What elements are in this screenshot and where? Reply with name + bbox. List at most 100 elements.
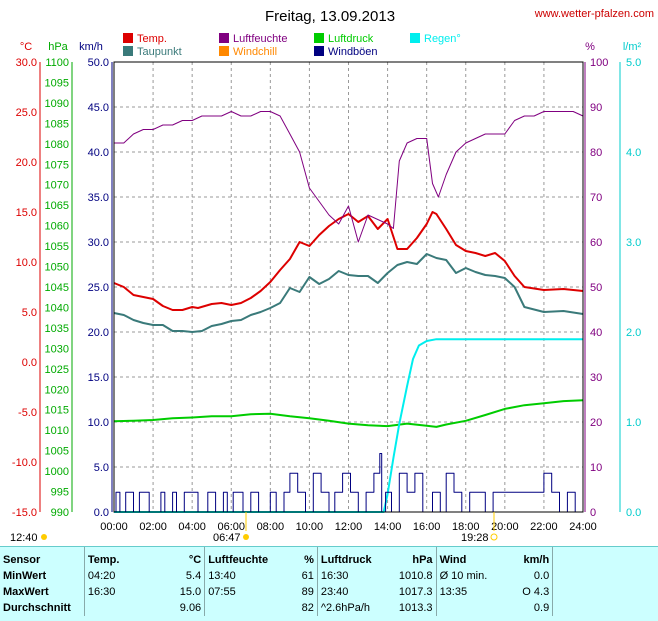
humidity-tick-label: 30 bbox=[590, 372, 602, 384]
x-tick-label: 18:00 bbox=[452, 521, 480, 533]
pressure-tick-label: 1040 bbox=[45, 302, 69, 314]
pressure-tick-label: 1095 bbox=[45, 77, 69, 89]
legend-swatch-luftdruck bbox=[314, 33, 324, 43]
humidity-time: 13:40 bbox=[204, 568, 282, 584]
series-line-luftdruck bbox=[113, 399, 584, 428]
header-wind: Wind bbox=[435, 547, 503, 568]
pressure-tick-label: 995 bbox=[51, 487, 69, 499]
x-tick-label: 08:00 bbox=[257, 521, 285, 533]
temp-tick-label: 15.0 bbox=[16, 207, 37, 219]
wind-tick-label: 30.0 bbox=[88, 237, 109, 249]
x-tick-label: 14:00 bbox=[374, 521, 402, 533]
pressure-tick-label: 1005 bbox=[45, 446, 69, 458]
table-row: Durchschnitt 9.06 82 ^2.6hPa/h 1013.3 0.… bbox=[0, 600, 658, 616]
legend-swatch-temp bbox=[123, 33, 133, 43]
header-sensor: Sensor bbox=[3, 554, 41, 566]
pressure-tick-label: 1015 bbox=[45, 405, 69, 417]
pressure-tick-label: 1070 bbox=[45, 180, 69, 192]
humidity-tick-label: 10 bbox=[590, 462, 602, 474]
x-tick-label: 02:00 bbox=[139, 521, 167, 533]
axes: 00:00 02:00 04:00 06:00 08:00 10:00 12:00 14:00… bbox=[12, 57, 641, 533]
wind-tick-label: 0.0 bbox=[94, 507, 109, 519]
wind-tick-label: 45.0 bbox=[88, 102, 109, 114]
wind-tick-label: 20.0 bbox=[88, 327, 109, 339]
rain-axis-unit: l/m² bbox=[623, 41, 642, 53]
pressure-tick-label: 1050 bbox=[45, 262, 69, 274]
pressure-tick-label: 1080 bbox=[45, 139, 69, 151]
pressure-tick-label: 1030 bbox=[45, 343, 69, 355]
rain-tick-label: 1.0 bbox=[626, 417, 641, 429]
header-humidity-unit: % bbox=[304, 554, 314, 566]
wind-value: O 4.3 bbox=[522, 586, 550, 598]
temp-tick-label: 5.0 bbox=[22, 307, 37, 319]
legend-swatch-windboeen bbox=[314, 46, 324, 56]
legend: Temp. Taupunkt Luftfeuchte Windchill Luf… bbox=[123, 33, 461, 58]
humidity-time bbox=[204, 600, 282, 616]
sunset-icon bbox=[490, 533, 498, 541]
table-row: MaxWert 16:30 15.0 07:55 89 23:40 1017.3… bbox=[0, 584, 658, 600]
chart-title: Freitag, 13.09.2013 bbox=[265, 8, 395, 25]
row-label: MinWert bbox=[3, 570, 47, 582]
humidity-tick-label: 100 bbox=[590, 57, 608, 69]
pressure-tick-label: 1055 bbox=[45, 241, 69, 253]
row-label: Durchschnitt bbox=[3, 602, 71, 614]
website-link[interactable]: www.wetter-pfalzen.com bbox=[534, 8, 654, 20]
temp-value: 9.06 bbox=[179, 602, 202, 614]
legend-swatch-taupunkt bbox=[123, 46, 133, 56]
pressure-tick-label: 1025 bbox=[45, 364, 69, 376]
pressure-value: 1010.8 bbox=[398, 570, 433, 582]
header-pressure: Luftdruck bbox=[316, 547, 390, 568]
legend-label-windboeen: Windböen bbox=[328, 46, 378, 58]
pressure-tick-label: 1010 bbox=[45, 425, 69, 437]
pressure-tick-label: 1085 bbox=[45, 118, 69, 130]
stats-panel: Sensor Temp. °C Luftfeuchte % Luftdruck … bbox=[0, 546, 658, 621]
humidity-time: 07:55 bbox=[204, 584, 282, 600]
legend-swatch-luftfeuchte bbox=[219, 33, 229, 43]
humidity-tick-label: 50 bbox=[590, 282, 602, 294]
series-line-regen bbox=[114, 338, 583, 513]
humidity-axis-unit: % bbox=[585, 41, 595, 53]
humidity-tick-label: 90 bbox=[590, 102, 602, 114]
legend-swatch-windchill bbox=[219, 46, 229, 56]
wind-value: 0.0 bbox=[533, 570, 550, 582]
temp-time: 16:30 bbox=[83, 584, 151, 600]
wind-tick-label: 40.0 bbox=[88, 147, 109, 159]
x-tick-label: 06:00 bbox=[217, 521, 245, 533]
series-line-taupunkt bbox=[113, 253, 584, 333]
wind-tick-label: 50.0 bbox=[88, 57, 109, 69]
wind-tick-label: 25.0 bbox=[88, 282, 109, 294]
legend-label-luftdruck: Luftdruck bbox=[328, 33, 374, 45]
temp-time bbox=[83, 600, 151, 616]
table-row: MinWert 04:20 5.4 13:40 61 16:30 1010.8 … bbox=[0, 568, 658, 584]
rain-tick-label: 5.0 bbox=[626, 57, 641, 69]
rain-tick-label: 4.0 bbox=[626, 147, 641, 159]
empty-cell bbox=[552, 600, 658, 616]
header-temp-unit: °C bbox=[188, 554, 202, 566]
moonrise-time: 12:40 bbox=[10, 532, 38, 544]
legend-label-taupunkt: Taupunkt bbox=[137, 46, 182, 58]
pressure-tick-label: 1045 bbox=[45, 282, 69, 294]
weather-chart: Freitag, 13.09.2013 www.wetter-pfalzen.c… bbox=[10, 8, 654, 544]
row-label: MaxWert bbox=[3, 586, 49, 598]
series-line-temp bbox=[113, 211, 584, 311]
empty-cell bbox=[552, 584, 658, 600]
sunrise-time: 06:47 bbox=[213, 532, 241, 544]
pressure-tick-label: 1000 bbox=[45, 466, 69, 478]
humidity-tick-label: 80 bbox=[590, 147, 602, 159]
x-tick-label: 24:00 bbox=[569, 521, 597, 533]
wind-tick-label: 5.0 bbox=[94, 462, 109, 474]
humidity-tick-label: 70 bbox=[590, 192, 602, 204]
pressure-tick-label: 1075 bbox=[45, 159, 69, 171]
pressure-time: 23:40 bbox=[316, 584, 390, 600]
series bbox=[113, 111, 584, 513]
plot-frame bbox=[113, 61, 584, 513]
wind-tick-label: 15.0 bbox=[88, 372, 109, 384]
temp-tick-label: 0.0 bbox=[22, 357, 37, 369]
wind-axis-unit: km/h bbox=[79, 41, 103, 53]
empty-cell bbox=[552, 568, 658, 584]
series-line-luftfeuchte bbox=[114, 111, 584, 243]
wind-time: Ø 10 min. bbox=[435, 568, 503, 584]
pressure-tick-label: 1090 bbox=[45, 98, 69, 110]
pressure-tick-label: 1060 bbox=[45, 221, 69, 233]
temp-tick-label: -5.0 bbox=[18, 407, 37, 419]
